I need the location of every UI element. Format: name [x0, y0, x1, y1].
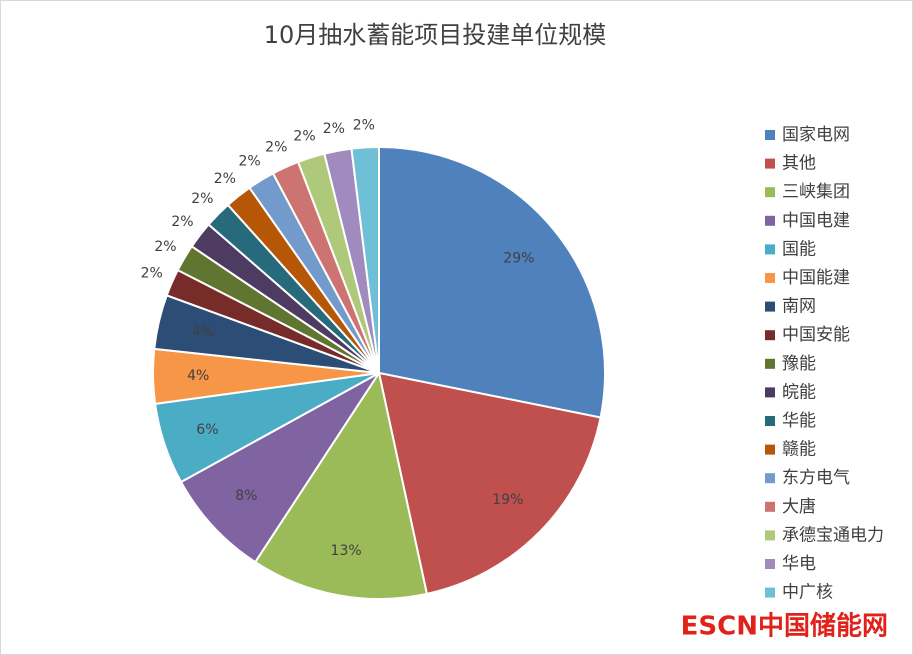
legend-swatch — [765, 559, 775, 569]
legend-label: 中国能建 — [782, 268, 850, 288]
legend-swatch — [765, 301, 775, 312]
data-label: 2% — [238, 153, 260, 169]
legend-label: 南网 — [782, 297, 816, 317]
pie-slice — [179, 372, 380, 564]
legend-label: 承德宝通电力 — [782, 525, 884, 545]
legend-label: 华能 — [782, 411, 816, 431]
data-label: 19% — [492, 492, 523, 508]
data-label: 2% — [353, 117, 375, 133]
legend-label: 国能 — [782, 239, 816, 259]
legend-swatch — [765, 587, 775, 598]
data-label: 6% — [196, 422, 218, 438]
data-label: 8% — [235, 488, 257, 504]
legend-swatch — [765, 330, 775, 341]
legend-swatch — [765, 130, 775, 140]
legend-swatch — [765, 473, 775, 484]
watermark: ESCN中国储能网 — [681, 611, 888, 642]
data-label: 2% — [214, 171, 236, 187]
legend-swatch — [765, 215, 775, 226]
data-label: 13% — [331, 543, 362, 559]
legend-label: 三峡集团 — [782, 182, 850, 202]
legend-swatch — [765, 244, 775, 255]
data-label: 4% — [192, 324, 214, 340]
data-label: 2% — [265, 139, 287, 155]
data-label: 29% — [503, 250, 534, 266]
legend-label: 国家电网 — [782, 125, 850, 145]
legend-label: 大唐 — [782, 496, 816, 517]
legend-swatch — [765, 416, 775, 426]
pie-slice — [253, 370, 429, 600]
legend-label: 皖能 — [782, 382, 816, 402]
data-label: 2% — [191, 191, 213, 207]
data-label: 4% — [187, 368, 209, 384]
data-label: 2% — [154, 239, 176, 255]
data-label: 2% — [323, 121, 345, 137]
pie-slice — [350, 145, 380, 374]
legend-swatch — [765, 158, 775, 169]
legend-label: 赣能 — [782, 440, 816, 460]
legend-label: 豫能 — [782, 354, 816, 374]
legend-swatch — [765, 358, 775, 369]
legend-label: 华电 — [782, 554, 816, 574]
legend-swatch — [765, 501, 775, 512]
data-label: 2% — [141, 266, 163, 282]
legend-swatch — [765, 444, 775, 455]
legend-swatch — [765, 530, 775, 541]
legend-swatch — [765, 273, 775, 283]
legend-label: 其他 — [782, 154, 816, 174]
legend-swatch — [765, 387, 775, 398]
pie-slice — [378, 145, 606, 419]
legend-label: 中国安能 — [782, 325, 850, 345]
chart-title: 10月抽水蓄能项目投建单位规模 — [264, 21, 607, 49]
legend-label: 东方电气 — [782, 468, 850, 488]
legend-label: 中广核 — [782, 583, 833, 603]
legend-label: 中国电建 — [782, 211, 850, 231]
pie-slice — [377, 371, 602, 596]
data-label: 2% — [171, 214, 193, 230]
legend-swatch — [765, 187, 775, 198]
data-label: 2% — [293, 128, 315, 144]
